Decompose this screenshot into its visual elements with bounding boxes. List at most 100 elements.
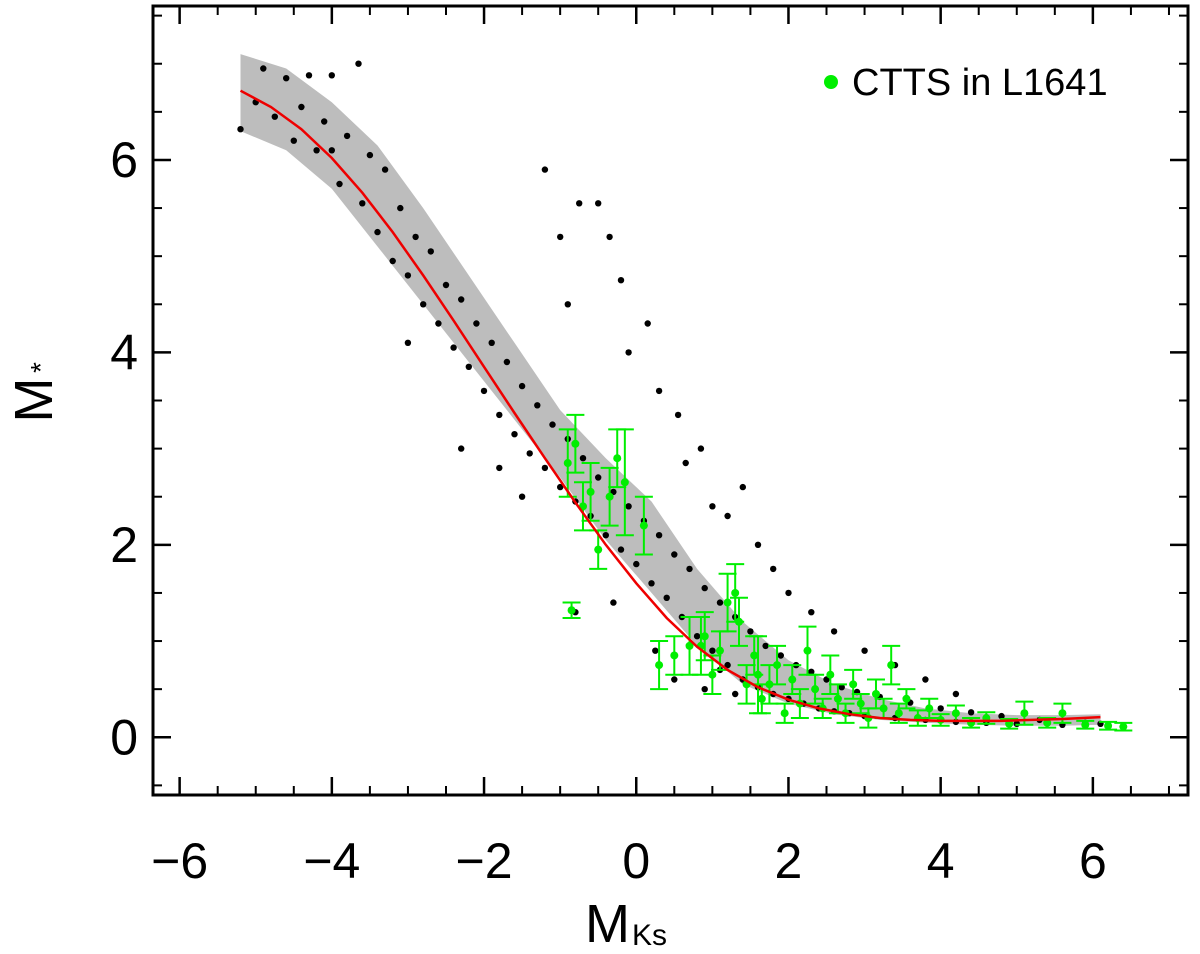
ctts-marker <box>655 661 664 670</box>
model-point <box>693 633 701 640</box>
model-point <box>496 411 503 419</box>
ctts-marker <box>1081 720 1090 729</box>
ctts-marker <box>1058 709 1067 718</box>
ctts-marker <box>849 680 858 689</box>
model-point <box>412 233 419 241</box>
model-point <box>298 103 305 111</box>
model-point <box>290 137 297 144</box>
svg-text:*: * <box>25 362 56 373</box>
ctts-point <box>821 654 840 695</box>
model-point <box>328 72 335 79</box>
model-point <box>450 344 457 351</box>
model-point <box>606 233 613 241</box>
ctts-marker <box>734 617 743 626</box>
model-point <box>808 609 815 616</box>
model-point <box>458 445 465 452</box>
ctts-point <box>566 413 585 474</box>
model-point <box>389 257 396 265</box>
ctts-marker <box>723 598 732 607</box>
ctts-marker <box>757 694 766 703</box>
ctts-marker <box>803 646 812 655</box>
model-point <box>576 200 583 207</box>
x-tick-label: 4 <box>927 833 955 889</box>
ctts-marker <box>700 632 709 641</box>
model-point <box>435 320 442 327</box>
model-point <box>762 642 769 650</box>
ctts-point <box>775 702 794 724</box>
model-point <box>283 75 290 82</box>
ctts-marker <box>567 606 576 615</box>
x-tick-label: 6 <box>1079 833 1107 889</box>
model-point <box>237 126 244 133</box>
model-point <box>644 320 651 327</box>
ctts-marker <box>773 661 782 670</box>
model-point <box>564 301 571 308</box>
model-point <box>770 565 777 573</box>
ctts-marker <box>902 694 911 703</box>
model-point <box>374 228 381 236</box>
model-point <box>724 661 731 669</box>
model-point <box>697 445 705 452</box>
model-point <box>830 628 838 635</box>
ctts-marker <box>826 670 835 679</box>
legend-label: CTTS in L1641 <box>852 62 1108 104</box>
model-point <box>998 712 1005 720</box>
ctts-point <box>615 428 634 537</box>
ctts-point <box>790 688 809 720</box>
y-axis-title: M * <box>4 362 64 422</box>
model-point <box>579 455 587 462</box>
svg-text:M: M <box>585 894 630 954</box>
model-point <box>625 349 632 356</box>
model-point <box>663 594 670 601</box>
model-point <box>271 113 278 120</box>
model-point <box>739 483 746 491</box>
model-point <box>343 132 351 140</box>
model-point <box>534 402 541 409</box>
y-tick-label: 4 <box>110 324 138 380</box>
ctts-marker <box>613 454 622 463</box>
ctts-marker <box>1119 722 1128 731</box>
axis-ticks: −6 −4 −2 0 2 4 6 0 2 4 6 <box>110 6 1188 889</box>
model-point <box>701 686 708 693</box>
ctts-marker <box>951 709 960 718</box>
model-point <box>732 690 739 698</box>
ctts-marker <box>894 709 903 718</box>
x-axis-label-sub: Ks <box>632 919 667 952</box>
model-point <box>526 450 533 457</box>
model-point <box>655 532 663 539</box>
ctts-point <box>589 529 608 570</box>
svg-text:M: M <box>4 378 64 423</box>
model-point <box>473 320 480 327</box>
ctts-point <box>729 596 748 647</box>
model-point <box>648 580 655 587</box>
model-point <box>427 248 434 255</box>
model-point <box>328 147 335 154</box>
svg-text:Ks: Ks <box>632 919 667 952</box>
ctts-points-layer <box>558 413 1133 732</box>
x-axis-label-main: M <box>585 894 630 954</box>
ctts-marker <box>833 694 842 703</box>
model-point <box>754 541 762 548</box>
model-point <box>709 503 716 510</box>
model-point <box>967 709 975 716</box>
model-point <box>633 560 640 568</box>
model-point <box>701 584 708 592</box>
ctts-marker <box>1020 709 1029 718</box>
ctts-point <box>562 601 581 619</box>
model-point <box>359 200 366 207</box>
model-point <box>861 647 868 654</box>
model-point <box>518 493 526 500</box>
model-point <box>465 363 472 370</box>
model-point <box>674 411 682 419</box>
model-point <box>625 503 632 510</box>
model-point <box>549 421 556 428</box>
model-point <box>336 180 343 188</box>
model-point <box>595 474 602 481</box>
ctts-marker <box>639 521 648 530</box>
ctts-point <box>882 644 901 686</box>
model-point <box>305 72 313 79</box>
model-point <box>686 565 693 573</box>
model-point <box>716 599 724 606</box>
ctts-marker <box>1104 721 1113 730</box>
